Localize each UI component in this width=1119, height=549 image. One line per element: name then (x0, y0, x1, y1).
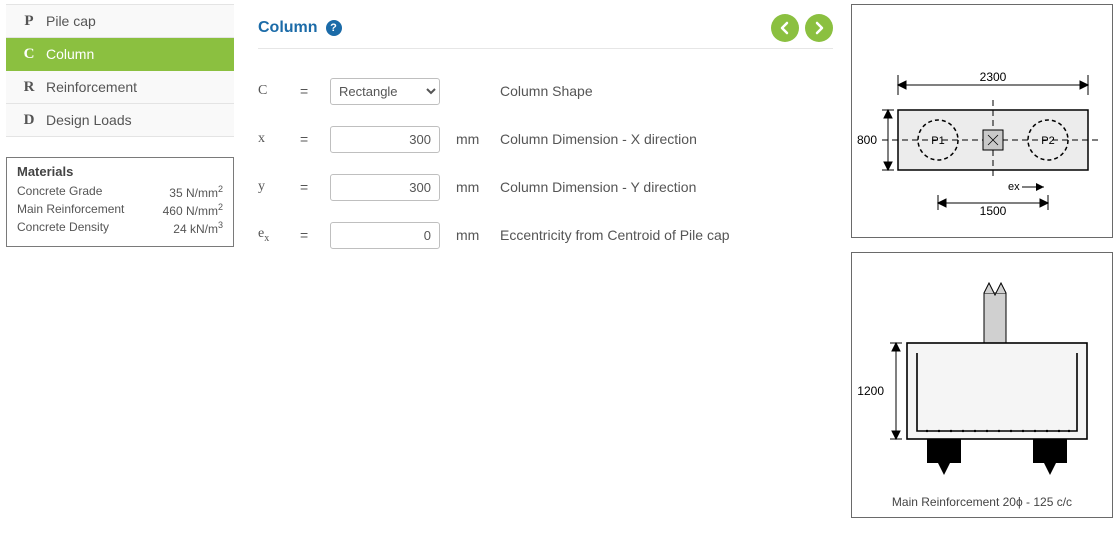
svg-text:P1: P1 (931, 135, 944, 147)
symbol: x (258, 131, 300, 147)
nav-letter: R (16, 79, 42, 96)
svg-text:ex: ex (1008, 181, 1020, 193)
unit: mm (440, 227, 500, 243)
svg-text:2300: 2300 (980, 70, 1007, 84)
materials-panel: Materials Concrete Grade 35 N/mm2 Main R… (6, 157, 234, 247)
nav-letter: C (16, 46, 42, 63)
material-row: Concrete Grade 35 N/mm2 (17, 183, 223, 201)
shape-select[interactable]: Rectangle (330, 78, 440, 105)
section-title: Column (258, 19, 318, 37)
row-y: y = mm Column Dimension - Y direction (258, 163, 833, 211)
nav-letter: P (16, 13, 42, 30)
x-input[interactable] (330, 126, 440, 153)
symbol: C (258, 83, 300, 99)
row-ex: ex = mm Eccentricity from Centroid of Pi… (258, 211, 833, 259)
symbol: ex (258, 226, 300, 244)
nav-label: Column (42, 46, 94, 62)
nav-item-reinforcement[interactable]: R Reinforcement (6, 71, 234, 104)
unit: mm (440, 131, 500, 147)
svg-text:1500: 1500 (980, 204, 1007, 218)
symbol: y (258, 179, 300, 195)
nav-item-column[interactable]: C Column (6, 38, 234, 71)
materials-title: Materials (17, 164, 223, 179)
nav-letter: D (16, 112, 42, 129)
plan-diagram: 2300 P1 P2 (851, 4, 1113, 238)
ex-input[interactable] (330, 222, 440, 249)
nav-label: Pile cap (42, 13, 96, 29)
nav-label: Design Loads (42, 112, 132, 128)
material-row: Concrete Density 24 kN/m3 (17, 219, 223, 237)
row-x: x = mm Column Dimension - X direction (258, 115, 833, 163)
nav-item-designloads[interactable]: D Design Loads (6, 104, 234, 137)
y-input[interactable] (330, 174, 440, 201)
desc: Column Dimension - X direction (500, 131, 833, 147)
help-icon[interactable]: ? (326, 20, 342, 36)
unit: mm (440, 179, 500, 195)
elevation-diagram: 1200 Main Reinforcement 20ϕ - 125 c/c (851, 252, 1113, 518)
desc: Eccentricity from Centroid of Pile cap (500, 227, 833, 243)
prev-button[interactable] (771, 14, 799, 42)
section-nav: P Pile cap C Column R Reinforcement D De… (6, 4, 234, 137)
svg-text:P2: P2 (1041, 135, 1054, 147)
desc: Column Shape (500, 83, 833, 99)
svg-text:800: 800 (857, 133, 877, 147)
diagram-caption: Main Reinforcement 20ϕ - 125 c/c (852, 491, 1112, 517)
material-row: Main Reinforcement 460 N/mm2 (17, 201, 223, 219)
nav-item-pilecap[interactable]: P Pile cap (6, 5, 234, 38)
nav-label: Reinforcement (42, 79, 137, 95)
row-shape: C = Rectangle Column Shape (258, 67, 833, 115)
section-header: Column ? (258, 14, 833, 49)
next-button[interactable] (805, 14, 833, 42)
desc: Column Dimension - Y direction (500, 179, 833, 195)
svg-text:1200: 1200 (857, 384, 884, 398)
